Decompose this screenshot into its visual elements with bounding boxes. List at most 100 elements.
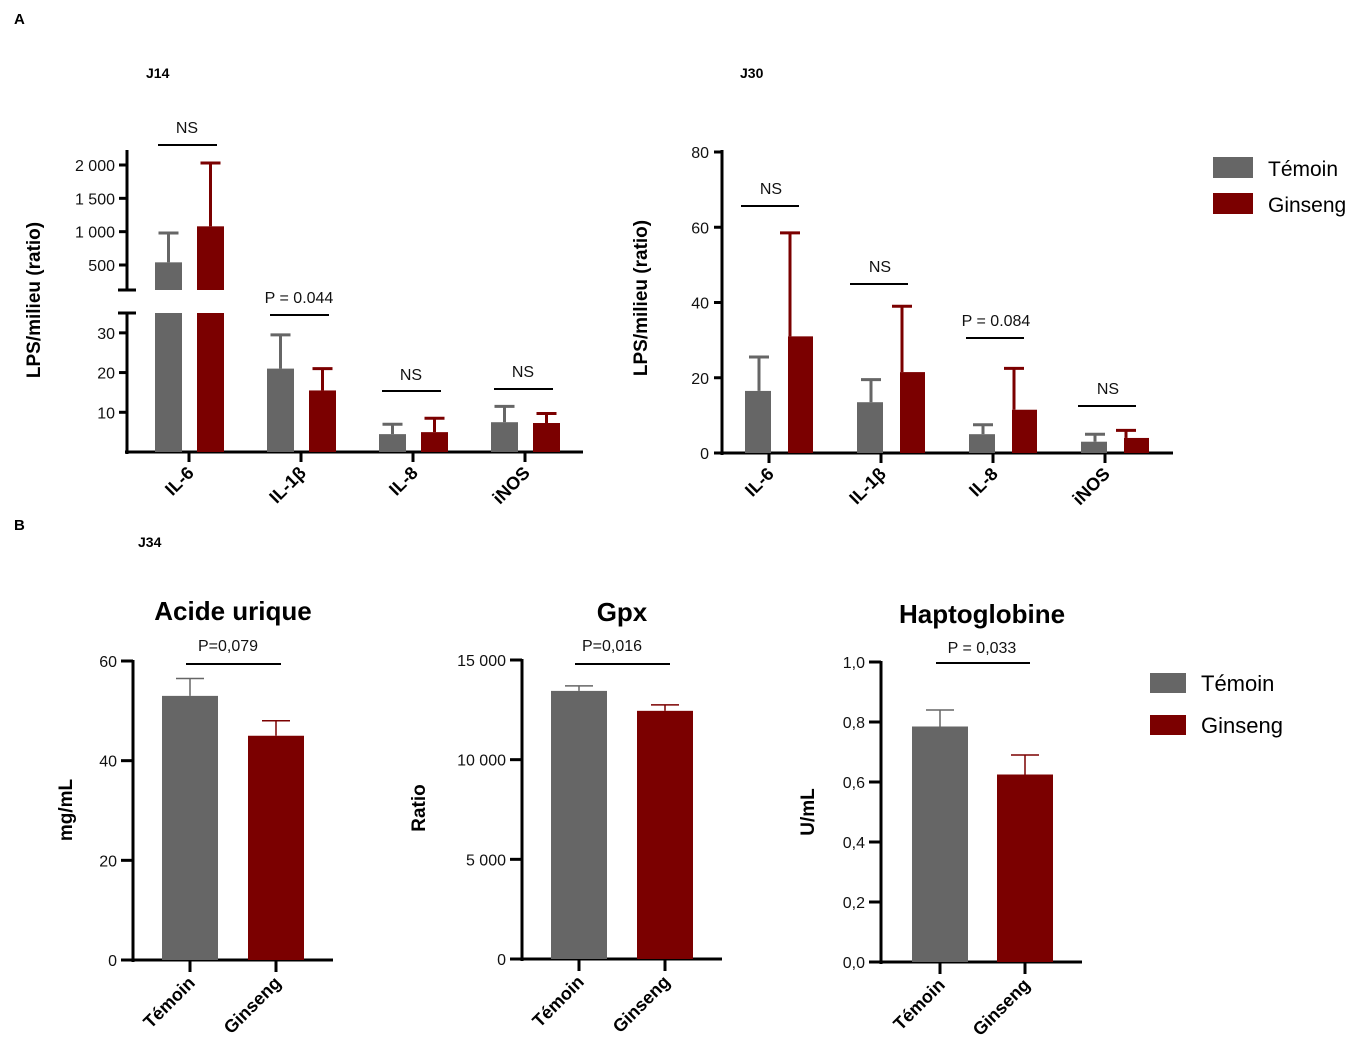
chart-title: Haptoglobine (899, 599, 1065, 629)
chart-j30: 0 20 40 60 80 LPS/milieu (ratio) IL-6 IL-1β IL-8… (631, 145, 1173, 509)
x-tick-label: IL-6 (741, 464, 778, 501)
legend-a: Témoin Ginseng (1213, 157, 1346, 217)
y-tick-label: 5 000 (466, 852, 506, 869)
legend-swatch-ginseng (1150, 715, 1186, 735)
x-tick-label: iNOS (489, 463, 534, 508)
panel-label-a: A (14, 11, 25, 28)
y-tick-label: 500 (88, 258, 115, 275)
bar-temoin (745, 390, 771, 453)
y-tick-label: 1,0 (843, 655, 865, 672)
bar-ginseng (788, 336, 813, 453)
bar-temoin (857, 402, 883, 453)
legend-b: Témoin Ginseng (1150, 671, 1283, 738)
chart-title: Gpx (597, 597, 648, 627)
bar-temoin (162, 695, 218, 960)
y-tick-label: 0,8 (843, 715, 865, 732)
y-tick-label: 0,6 (843, 775, 865, 792)
bar-temoin-upper (155, 262, 182, 290)
y-axis-label: Ratio (409, 784, 430, 832)
chart-gpx: Gpx 0 5 000 10 000 15 000 Ratio Témoin Ginseng P… (409, 597, 722, 1037)
chart-j14: 10 20 30 500 1 000 1 500 2 000 LPS/milieu (rati… (24, 120, 583, 508)
x-tick-label: Ginseng (220, 973, 285, 1038)
significance-label: NS (1097, 381, 1119, 398)
bar-ginseng (900, 372, 925, 453)
legend-swatch-ginseng (1213, 193, 1253, 214)
y-tick-label: 0 (497, 952, 506, 969)
bar-temoin (1081, 441, 1107, 453)
bar-temoin (379, 434, 406, 452)
significance-label: P = 0,033 (948, 640, 1017, 657)
y-tick-label: 1 000 (75, 225, 115, 242)
x-tick-label: IL-8 (385, 463, 422, 500)
x-tick-label: IL-6 (161, 463, 198, 500)
bar-temoin (551, 690, 607, 959)
y-axis-label: LPS/milieu (ratio) (631, 220, 652, 376)
x-tick-label: Témoin (139, 973, 198, 1032)
x-tick-label: IL-1β (845, 464, 890, 509)
y-tick-label: 10 000 (457, 753, 506, 770)
x-tick-label: Ginseng (609, 972, 674, 1037)
significance-label: NS (176, 120, 198, 137)
y-tick-label: 1 500 (75, 191, 115, 208)
legend-swatch-temoin (1213, 157, 1253, 178)
y-tick-label: 0,2 (843, 895, 865, 912)
y-tick-label: 0 (700, 446, 709, 463)
y-tick-label: 30 (97, 326, 115, 343)
bar-temoin (267, 368, 294, 452)
chart-title-j14: J14 (146, 65, 170, 81)
legend-label-ginseng: Ginseng (1201, 713, 1283, 738)
y-tick-label: 40 (691, 296, 709, 313)
chart-title-j30: J30 (740, 65, 764, 81)
panel-label-b: B (14, 517, 25, 534)
y-tick-label: 20 (97, 366, 115, 383)
bar-temoin (155, 313, 182, 452)
chart-haptoglobine: Haptoglobine 0,0 0,2 0,4 0,6 0,8 1,0 U/mL Témoin… (798, 599, 1082, 1040)
bar-ginseng (1124, 437, 1149, 453)
significance-label: NS (512, 364, 534, 381)
x-tick-label: IL-8 (965, 464, 1002, 501)
significance-label: P = 0.084 (962, 313, 1031, 330)
significance-label: NS (869, 259, 891, 276)
y-axis-label: mg/mL (56, 778, 77, 841)
y-tick-label: 20 (99, 853, 117, 870)
x-tick-label: Ginseng (969, 975, 1034, 1040)
y-tick-label: 80 (691, 145, 709, 162)
bar-ginseng (248, 735, 304, 960)
bar-ginseng (533, 423, 560, 452)
x-tick-label: Témoin (889, 975, 948, 1034)
bar-temoin (912, 726, 968, 962)
bar-ginseng (309, 390, 336, 452)
chart-title: Acide urique (154, 596, 311, 626)
y-tick-label: 0 (108, 953, 117, 970)
legend-label-ginseng: Ginseng (1268, 194, 1346, 217)
bar-ginseng (997, 774, 1053, 962)
x-tick-label: iNOS (1069, 464, 1114, 509)
x-tick-label: Témoin (528, 972, 587, 1031)
bar-ginseng (421, 432, 448, 452)
y-tick-label: 15 000 (457, 653, 506, 670)
bar-ginseng-upper (197, 226, 224, 290)
y-tick-label: 20 (691, 371, 709, 388)
y-tick-label: 60 (99, 654, 117, 671)
y-axis-label: LPS/milieu (ratio) (24, 222, 45, 378)
legend-swatch-temoin (1150, 673, 1186, 693)
y-tick-label: 40 (99, 754, 117, 771)
x-tick-label: IL-1β (265, 463, 310, 508)
bar-ginseng (1012, 409, 1037, 453)
y-tick-label: 2 000 (75, 158, 115, 175)
bar-ginseng (637, 710, 693, 959)
chart-acide-urique: Acide urique 0 20 40 60 mg/mL Témoin Ginseng P=0… (56, 596, 333, 1038)
y-tick-label: 0,0 (843, 955, 865, 972)
significance-label: P = 0.044 (265, 290, 334, 307)
significance-label: P=0,016 (582, 638, 642, 655)
y-axis-label: U/mL (798, 788, 819, 836)
significance-label: NS (400, 367, 422, 384)
bar-temoin (491, 422, 518, 452)
significance-label: NS (760, 181, 782, 198)
subtitle-j34: J34 (138, 534, 162, 550)
bar-temoin (969, 434, 995, 453)
y-tick-label: 60 (691, 220, 709, 237)
legend-label-temoin: Témoin (1268, 158, 1338, 181)
significance-label: P=0,079 (198, 638, 258, 655)
